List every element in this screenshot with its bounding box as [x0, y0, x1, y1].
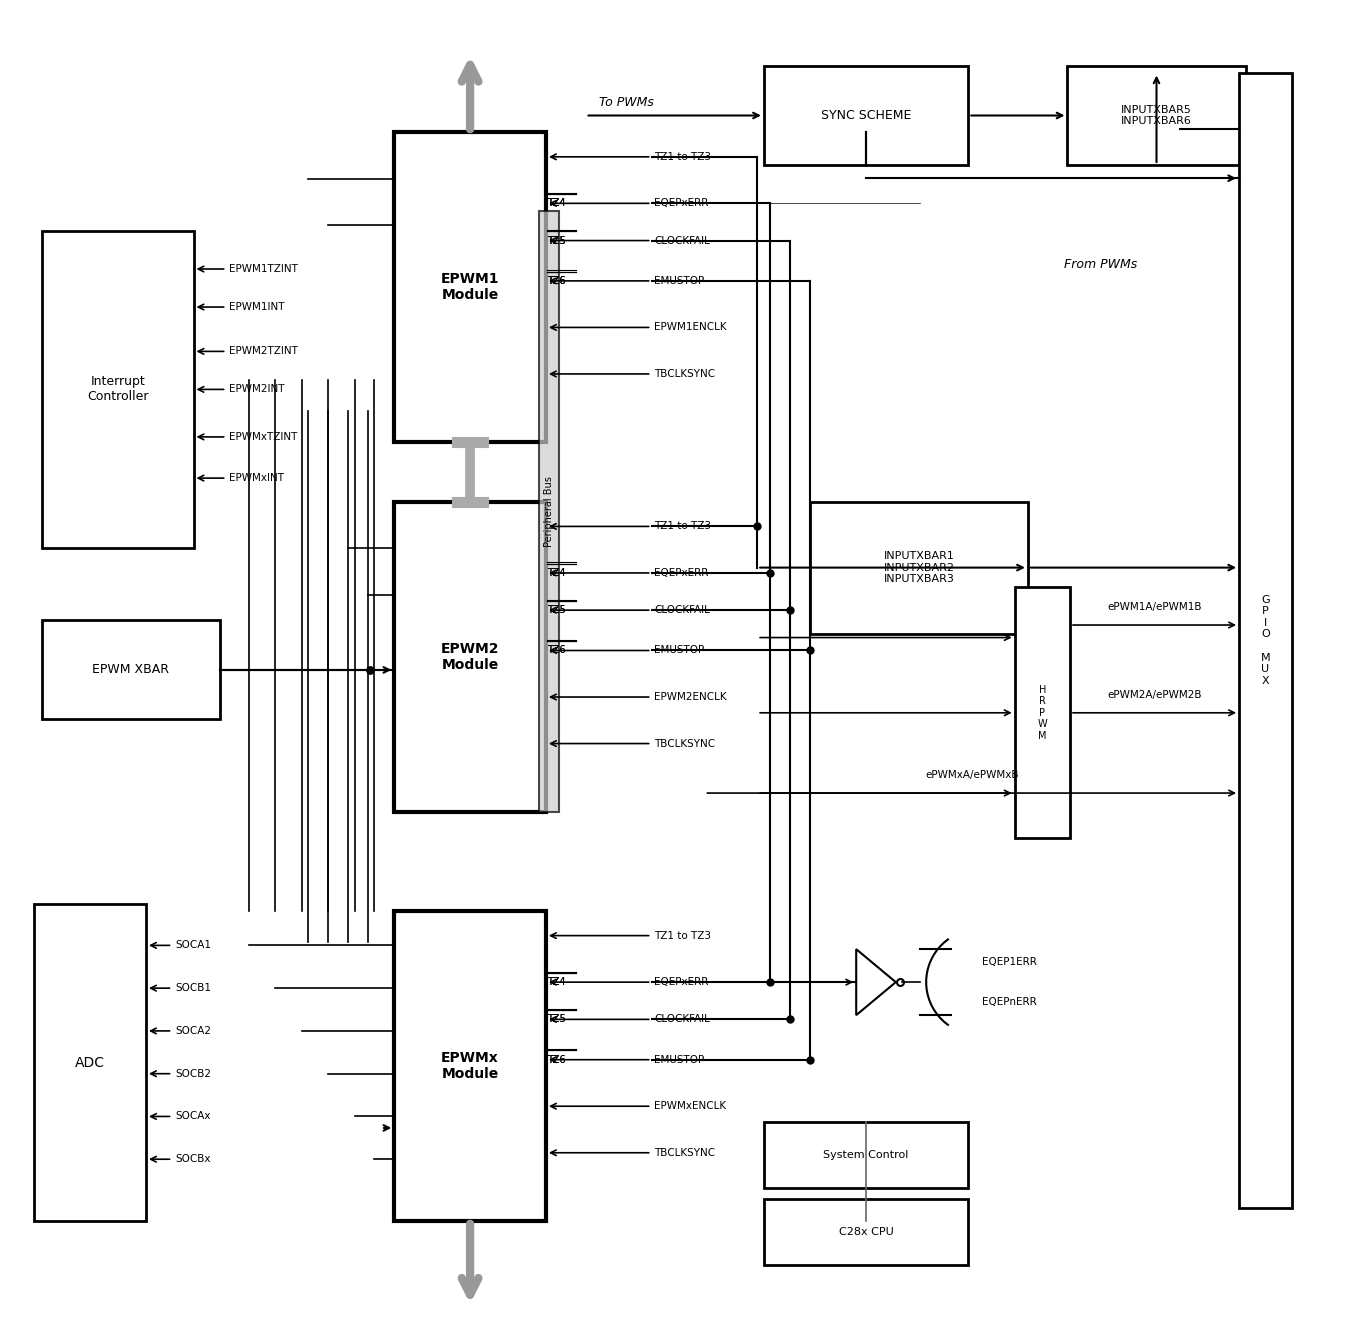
Text: INPUTXBAR5
INPUTXBAR6: INPUTXBAR5 INPUTXBAR6 [1121, 104, 1192, 127]
Text: TBCLKSYNC: TBCLKSYNC [654, 370, 716, 379]
Bar [1239, 73, 1292, 1208]
Text: EPWMxENCLK: EPWMxENCLK [654, 1101, 727, 1111]
Text: TZ4: TZ4 [548, 568, 565, 578]
Text: SOCB2: SOCB2 [175, 1069, 212, 1078]
Text: TZ4: TZ4 [548, 568, 565, 578]
Text: SOCAx: SOCAx [175, 1111, 210, 1122]
Text: EMUSTOP: EMUSTOP [654, 276, 705, 286]
Text: SOCA2: SOCA2 [175, 1026, 212, 1036]
Text: Peripheral Bus: Peripheral Bus [544, 477, 555, 546]
Text: TZ6: TZ6 [548, 276, 565, 286]
Text: TZ5: TZ5 [548, 605, 565, 615]
Text: From PWMs: From PWMs [1063, 257, 1138, 271]
Text: TZ6: TZ6 [548, 645, 565, 656]
Text: To PWMs: To PWMs [599, 96, 654, 110]
Text: SOCB1: SOCB1 [175, 983, 212, 993]
Text: TZ4: TZ4 [548, 198, 565, 209]
Bar [763, 1122, 968, 1188]
Bar [42, 620, 220, 719]
Text: ADC: ADC [75, 1056, 104, 1069]
Text: TZ6: TZ6 [548, 645, 565, 656]
Bar [395, 911, 546, 1221]
Text: TZ4: TZ4 [548, 198, 565, 209]
Text: TZ5: TZ5 [548, 605, 565, 615]
Text: EMUSTOP: EMUSTOP [654, 1055, 705, 1065]
Text: CLOCKFAIL: CLOCKFAIL [654, 1014, 711, 1024]
Bar [42, 231, 194, 548]
Bar [34, 904, 146, 1221]
Text: EPWM1INT: EPWM1INT [229, 302, 285, 312]
Text: ePWMxA/ePWMxB: ePWMxA/ePWMxB [925, 770, 1018, 780]
Text: System Control: System Control [823, 1150, 909, 1160]
Text: EPWM2
Module: EPWM2 Module [441, 642, 499, 672]
Text: C28x CPU: C28x CPU [839, 1226, 894, 1237]
Bar [395, 502, 546, 812]
Text: EPWMxTZINT: EPWMxTZINT [229, 432, 297, 442]
Bar [1014, 587, 1070, 838]
Text: EPWMxINT: EPWMxINT [229, 473, 285, 483]
Text: SOCBx: SOCBx [175, 1154, 210, 1164]
Text: TZ5: TZ5 [548, 1014, 565, 1024]
Text: H
R
P
W
M: H R P W M [1037, 685, 1047, 741]
Text: INPUTXBAR1
INPUTXBAR2
INPUTXBAR3: INPUTXBAR1 INPUTXBAR2 INPUTXBAR3 [883, 550, 955, 585]
Text: TZ5: TZ5 [548, 235, 565, 246]
Bar [763, 66, 968, 165]
Text: EPWM2INT: EPWM2INT [229, 384, 285, 395]
Text: CLOCKFAIL: CLOCKFAIL [654, 235, 711, 246]
Text: EPWM2TZINT: EPWM2TZINT [229, 346, 298, 356]
Text: ePWM2A/ePWM2B: ePWM2A/ePWM2B [1108, 689, 1201, 700]
Text: TZ6: TZ6 [548, 1055, 565, 1065]
Text: TBCLKSYNC: TBCLKSYNC [654, 1148, 716, 1158]
Bar [1067, 66, 1246, 165]
Text: TZ6: TZ6 [548, 276, 565, 286]
Text: TZ5: TZ5 [548, 235, 565, 246]
Text: EQEP1ERR: EQEP1ERR [982, 957, 1036, 968]
Text: ePWM1A/ePWM1B: ePWM1A/ePWM1B [1108, 602, 1201, 612]
Text: EPWM1ENCLK: EPWM1ENCLK [654, 322, 727, 333]
Text: EQEPnERR: EQEPnERR [982, 997, 1036, 1007]
Text: CLOCKFAIL: CLOCKFAIL [654, 605, 711, 615]
Text: EPWM XBAR: EPWM XBAR [92, 664, 170, 676]
Text: Interrupt
Controller: Interrupt Controller [87, 375, 148, 404]
Text: TZ5: TZ5 [548, 235, 565, 246]
Bar [810, 502, 1028, 634]
Bar [763, 1199, 968, 1265]
Text: TZ5: TZ5 [548, 1014, 565, 1024]
Text: EMUSTOP: EMUSTOP [654, 645, 705, 656]
Text: SOCA1: SOCA1 [175, 940, 212, 950]
Text: EQEPxERR: EQEPxERR [654, 198, 709, 209]
Text: EPWMx
Module: EPWMx Module [441, 1051, 499, 1081]
Bar [395, 132, 546, 442]
Text: TBCLKSYNC: TBCLKSYNC [654, 739, 716, 748]
Text: TZ6: TZ6 [548, 1055, 565, 1065]
Text: TZ1 to TZ3: TZ1 to TZ3 [654, 152, 712, 162]
Text: EQEPxERR: EQEPxERR [654, 977, 709, 987]
Text: TZ4: TZ4 [548, 977, 565, 987]
Text: SYNC SCHEME: SYNC SCHEME [820, 110, 911, 121]
Text: TZ1 to TZ3: TZ1 to TZ3 [654, 931, 712, 941]
Text: TZ4: TZ4 [548, 198, 565, 209]
Text: TZ6: TZ6 [548, 276, 565, 286]
Text: TZ4: TZ4 [548, 977, 565, 987]
Text: TZ1 to TZ3: TZ1 to TZ3 [654, 521, 712, 532]
Text: G
P
I
O

M
U
X: G P I O M U X [1261, 594, 1271, 686]
Text: EPWM2ENCLK: EPWM2ENCLK [654, 692, 727, 702]
Text: EPWM1
Module: EPWM1 Module [441, 272, 499, 302]
Text: EPWM1TZINT: EPWM1TZINT [229, 264, 298, 275]
Bar [540, 211, 559, 812]
Text: EQEPxERR: EQEPxERR [654, 568, 709, 578]
